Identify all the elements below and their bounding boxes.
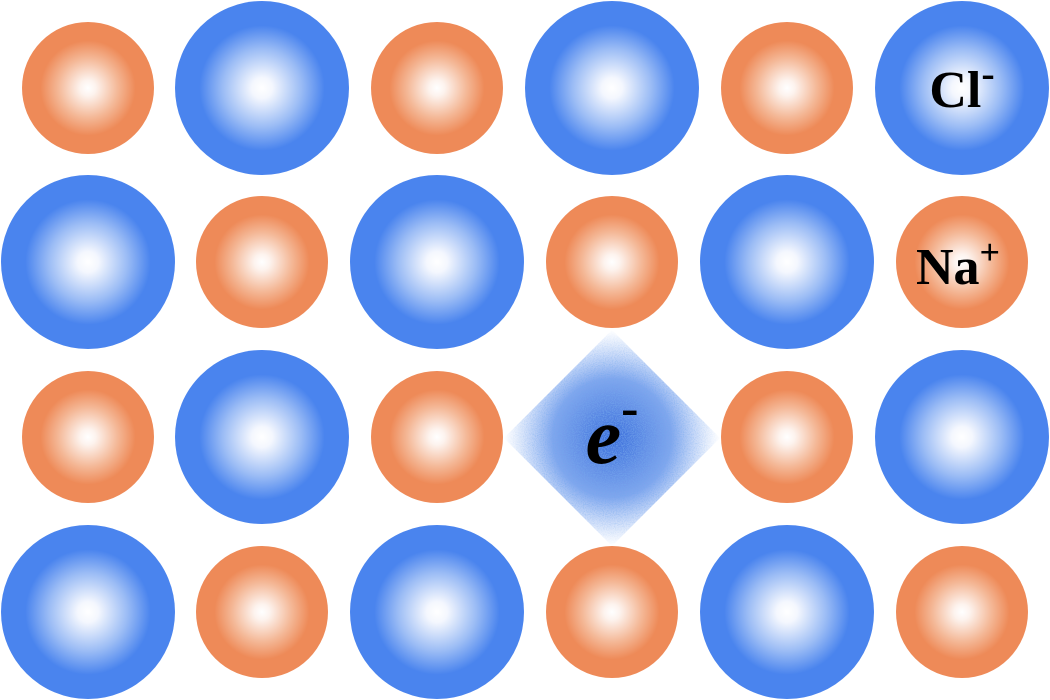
sodium-ion (22, 22, 154, 154)
sodium-ion (196, 196, 328, 328)
chloride-ion (1, 525, 175, 699)
chloride-ion (875, 350, 1049, 524)
electron-symbol: e (586, 393, 622, 481)
electron-vacancy: e- (504, 330, 720, 546)
sodium-ion (721, 371, 853, 503)
chloride-symbol: Cl (929, 62, 981, 119)
chloride-ion (1, 175, 175, 349)
electron-label: e- (586, 380, 639, 481)
sodium-ion (371, 22, 503, 154)
chloride-ion (350, 175, 524, 349)
sodium-charge: + (980, 232, 1001, 272)
sodium-ion (546, 546, 678, 678)
chloride-ion (175, 350, 349, 524)
sodium-ion (546, 196, 678, 328)
electron-cloud (504, 330, 720, 546)
chloride-ion (700, 175, 874, 349)
sodium-ion (22, 371, 154, 503)
chloride-label: Cl- (929, 51, 994, 119)
sodium-ion (721, 22, 853, 154)
sodium-ion (896, 546, 1028, 678)
chloride-ion (175, 1, 349, 175)
chloride-ion (875, 1, 1049, 175)
sodium-ion (196, 546, 328, 678)
sodium-label: Na+ (916, 232, 1000, 296)
chloride-ion (525, 1, 699, 175)
sodium-ion (371, 371, 503, 503)
sodium-symbol: Na (916, 239, 980, 296)
ion-labels: Cl- Na+ (916, 51, 1000, 296)
chloride-charge: - (981, 51, 994, 96)
chloride-ion (700, 525, 874, 699)
chloride-ion (350, 525, 524, 699)
sodium-ion (896, 196, 1028, 328)
electron-charge: - (621, 380, 638, 437)
